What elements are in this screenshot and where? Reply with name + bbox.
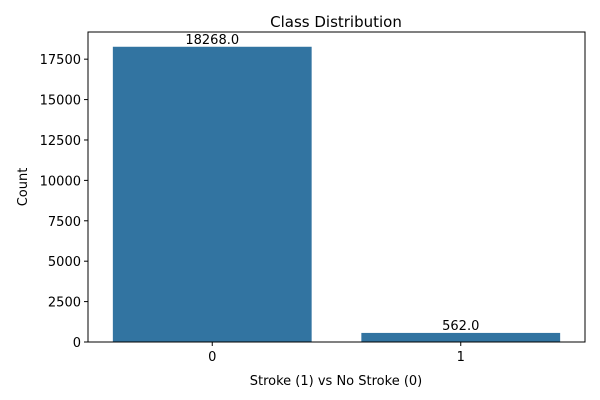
y-tick-label-10000: 10000	[40, 174, 81, 189]
y-tick-label-2500: 2500	[48, 296, 81, 311]
x-tick-label-1: 1	[457, 350, 465, 365]
x-axis-label: Stroke (1) vs No Stroke (0)	[250, 374, 423, 389]
axes-frame	[87, 31, 586, 343]
y-tick-label-15000: 15000	[40, 94, 81, 109]
data-label-1: 562.0	[442, 319, 479, 334]
y-tick-label-5000: 5000	[48, 255, 81, 270]
y-axis-label: Count	[16, 168, 31, 207]
y-tick-label-7500: 7500	[48, 215, 81, 230]
plot-area: 18268.0 0 562.0 1 0 2500 5000 7500 10000 12500 150…	[40, 33, 561, 365]
bar-1	[361, 332, 561, 342]
y-tick-label-0: 0	[73, 336, 81, 351]
data-label-0: 18268.0	[185, 33, 239, 48]
y-tick-label-17500: 17500	[40, 53, 81, 68]
bar-0	[112, 46, 312, 343]
chart-title: Class Distribution	[270, 13, 402, 31]
y-tick-label-12500: 12500	[40, 134, 81, 149]
x-tick-label-0: 0	[208, 350, 216, 365]
